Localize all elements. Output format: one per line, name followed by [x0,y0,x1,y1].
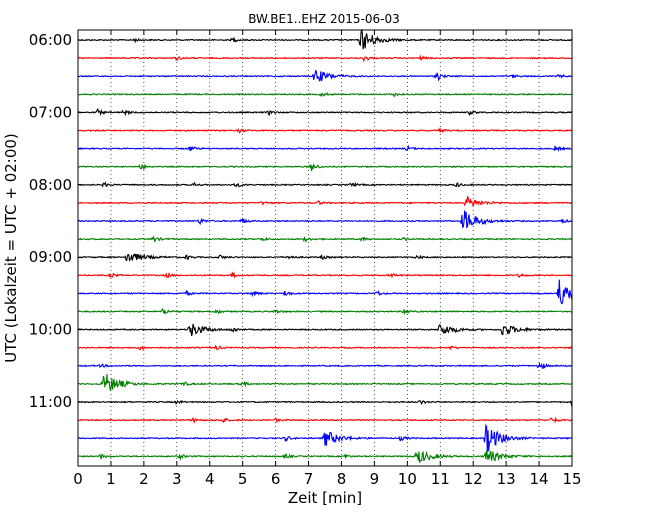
x-tick-label-11: 11 [431,470,450,488]
trace-22 [77,423,573,453]
x-tick-label-9: 9 [370,470,380,488]
x-tick-label-1: 1 [106,470,116,488]
trace-19 [78,374,573,391]
trace-16 [77,323,573,337]
y-tick-label-4: 10:00 [29,321,72,339]
trace-8 [77,180,573,188]
x-tick-label-3: 3 [172,470,182,488]
x-tick-label-2: 2 [139,470,149,488]
x-tick-label-14: 14 [530,470,549,488]
trace-4 [77,107,573,117]
plot-frame [77,29,573,467]
y-tick-label-3: 09:00 [29,248,72,266]
trace-15 [78,307,572,316]
x-axis-ticks: 0 1 2 3 4 5 6 7 8 9 10 11 12 13 14 15 [73,30,582,488]
x-tick-label-12: 12 [464,470,483,488]
x-tick-label-7: 7 [304,470,314,488]
trace-21 [77,416,573,424]
chart-title: BW.BE1..EHZ 2015-06-03 [248,12,400,26]
trace-13 [77,271,573,279]
x-tick-label-15: 15 [562,470,581,488]
x-tick-label-5: 5 [238,470,248,488]
x-axis-label: Zeit [min] [288,489,362,507]
x-tick-label-0: 0 [73,470,83,488]
x-tick-label-8: 8 [337,470,347,488]
trace-11 [77,235,573,243]
trace-lines [77,29,573,463]
x-tick-label-6: 6 [271,470,281,488]
grid-lines [110,30,540,466]
trace-1 [78,54,573,63]
y-tick-label-5: 11:00 [29,393,72,411]
y-tick-label-0: 06:00 [29,31,72,49]
trace-18 [77,362,573,369]
trace-12 [77,253,572,262]
trace-10 [77,210,573,229]
trace-6 [77,144,573,152]
trace-9 [77,195,573,207]
x-tick-label-13: 13 [497,470,516,488]
trace-5 [77,126,573,134]
y-tick-label-2: 08:00 [29,176,72,194]
trace-7 [77,163,572,172]
trace-0 [77,29,572,50]
x-tick-label-4: 4 [205,470,215,488]
y-axis-label: UTC (Lokalzeit = UTC + 02:00) [2,133,20,363]
trace-20 [77,399,573,408]
trace-14 [77,279,573,305]
trace-23 [77,450,573,463]
trace-17 [77,344,573,351]
trace-2 [78,69,573,82]
trace-3 [77,92,573,98]
x-tick-label-10: 10 [398,470,417,488]
y-axis-ticks: 06:00 07:00 08:00 09:00 10:00 11:00 [29,31,572,411]
y-tick-label-1: 07:00 [29,103,72,121]
